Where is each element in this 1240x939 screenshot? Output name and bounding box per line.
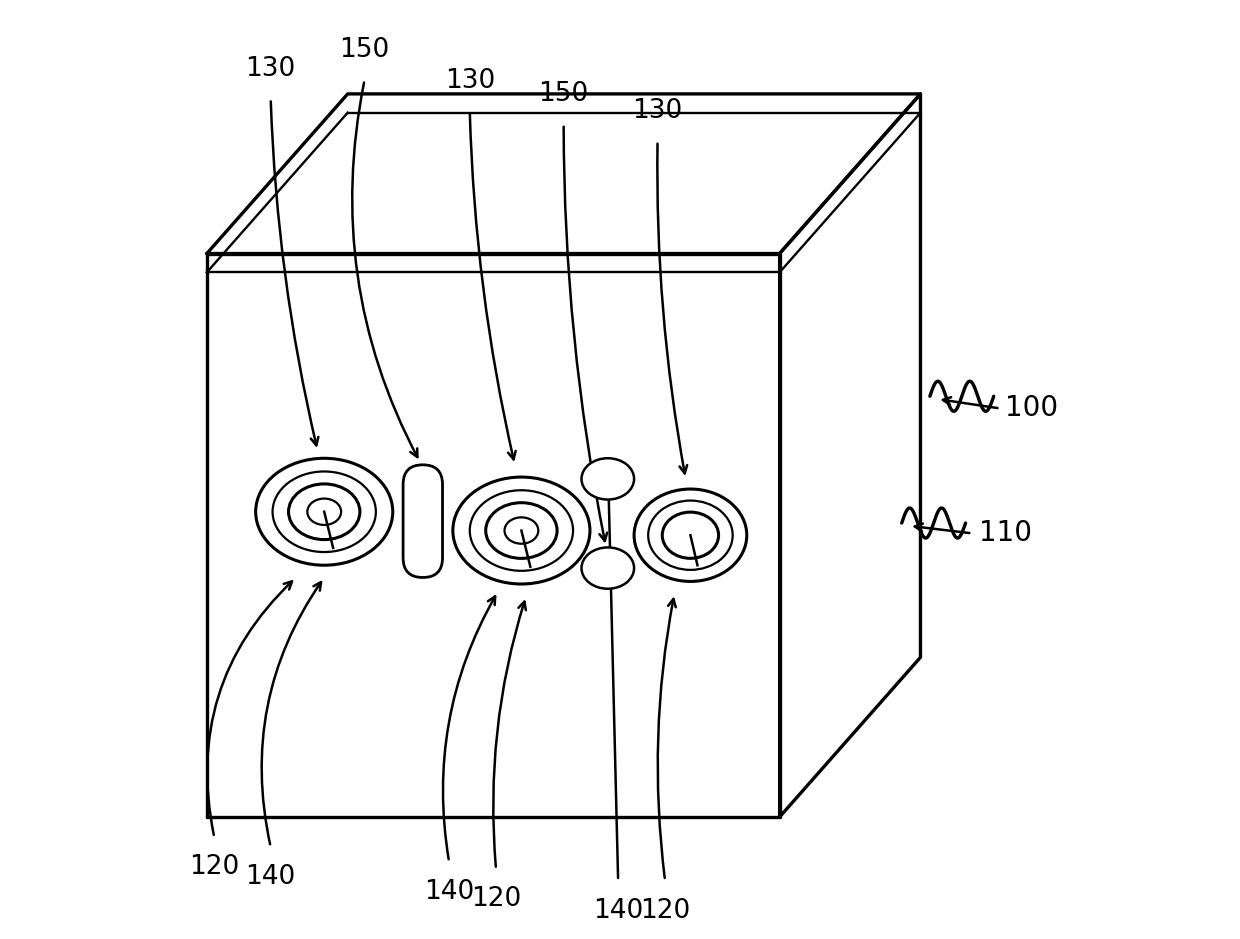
Ellipse shape	[486, 502, 557, 559]
Text: 130: 130	[246, 55, 296, 82]
Text: 140: 140	[246, 864, 296, 890]
Polygon shape	[207, 94, 920, 254]
Text: 150: 150	[538, 81, 589, 107]
FancyBboxPatch shape	[403, 465, 443, 577]
Ellipse shape	[582, 547, 634, 589]
Text: 120: 120	[471, 886, 521, 913]
Ellipse shape	[289, 484, 360, 540]
Text: 100: 100	[1004, 394, 1058, 423]
Polygon shape	[207, 254, 780, 817]
Text: 140: 140	[593, 898, 644, 924]
Text: 130: 130	[632, 98, 683, 124]
Ellipse shape	[255, 458, 393, 565]
Ellipse shape	[505, 517, 538, 544]
Text: 120: 120	[640, 898, 691, 924]
Polygon shape	[780, 94, 920, 817]
Text: 130: 130	[445, 68, 495, 94]
Ellipse shape	[453, 477, 590, 584]
Ellipse shape	[308, 499, 341, 525]
Ellipse shape	[662, 512, 719, 559]
Ellipse shape	[634, 489, 746, 581]
Text: 120: 120	[190, 854, 239, 881]
Text: 140: 140	[424, 879, 474, 905]
Text: 150: 150	[340, 37, 389, 63]
Text: 110: 110	[978, 519, 1032, 547]
Ellipse shape	[582, 458, 634, 500]
